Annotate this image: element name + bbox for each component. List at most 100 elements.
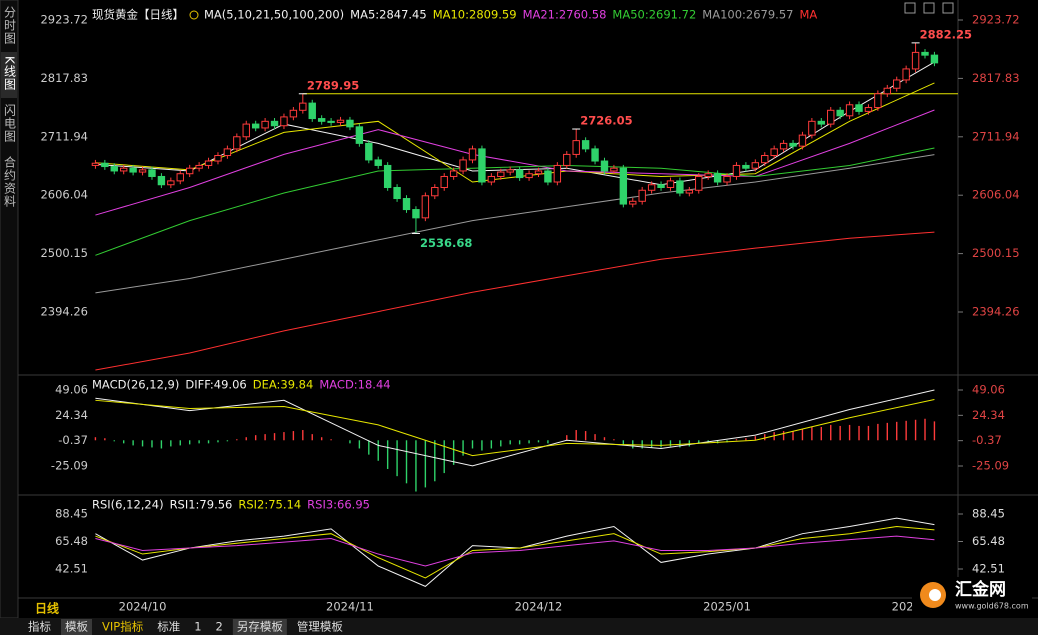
candle-body (827, 109, 835, 125)
candle-body (412, 209, 420, 219)
candle-body (157, 175, 166, 186)
panel: 49.06 49.06 24.34 24.34 -0.37 -0.37 -25.09 -25.… (51, 378, 1009, 492)
candle-body (563, 153, 571, 166)
candle-body (836, 109, 844, 117)
y-tick-label: 2606.04 (972, 188, 1020, 202)
candle-body (101, 162, 109, 168)
legend-entry: RSI1:79.56 (170, 498, 233, 512)
annotation-label: 2789.95 (307, 78, 359, 92)
plot: 2923.72 2923.72 2817.83 2817.83 2711.94 2711.… (40, 8, 1019, 614)
legend-entry: MA (799, 8, 817, 22)
candle-body (581, 140, 590, 150)
logo-url: www.gold678.com (955, 602, 1029, 611)
candle-body (468, 148, 477, 161)
y-tick-label: 49.06 (55, 383, 88, 397)
footer-tab[interactable]: 2 (216, 620, 223, 634)
legend-entry: MA50:2691.72 (612, 8, 696, 22)
candle-body (695, 175, 703, 191)
candle-body (911, 51, 920, 70)
y-tick-label: 49.06 (972, 383, 1005, 397)
candle-body (515, 169, 524, 179)
candle-body (723, 175, 731, 183)
candle-body (798, 134, 807, 147)
y-tick-label: 2711.94 (972, 129, 1020, 143)
candle-body (402, 198, 411, 211)
candle-body (393, 187, 401, 200)
y-tick-label: 2923.72 (972, 13, 1020, 27)
legend-entry: MA10:2809.59 (433, 8, 517, 22)
y-tick-label: 2394.26 (972, 305, 1020, 319)
footer-tab[interactable]: 另存模板 (237, 620, 283, 634)
logo: 汇金网 www.gold678.com (912, 577, 1032, 613)
sidebar-tab[interactable]: K线图 (3, 56, 17, 91)
candle-body (421, 195, 430, 219)
annotation-label: 2726.05 (580, 114, 632, 128)
candle-body (431, 187, 439, 197)
candle-body (383, 164, 392, 189)
series-line (95, 154, 935, 294)
candle-body (789, 142, 797, 147)
series-line (95, 109, 935, 216)
panel: 88.45 88.45 65.48 65.48 42.51 42.51 RSI(6,12,2… (55, 498, 1005, 587)
candle-body (280, 116, 288, 127)
x-tick-label: 2024/10 (119, 600, 167, 614)
y-tick-label: 42.51 (55, 562, 88, 576)
footer-tab[interactable]: VIP指标 (102, 620, 143, 634)
candle-body (355, 126, 364, 144)
toolbar-icon[interactable] (904, 2, 916, 14)
footer-bar (0, 618, 1038, 635)
candle-body (534, 170, 543, 175)
sidebar-tab[interactable]: 闪电图 (3, 104, 17, 143)
y-tick-label: 65.48 (972, 534, 1005, 548)
candle-body (119, 167, 128, 172)
candle-body (270, 120, 279, 127)
y-tick-label: 88.45 (55, 506, 88, 520)
candle-body (647, 184, 656, 191)
footer-tab[interactable]: 1 (194, 620, 201, 634)
y-tick-label: 2606.04 (40, 188, 88, 202)
footer-tab[interactable]: 指标 (28, 620, 51, 634)
legend-entry: RSI3:66.95 (307, 498, 370, 512)
sidebar-tab[interactable]: 分时图 (3, 6, 17, 45)
series-line (95, 526, 935, 579)
legend-entry: MACD:18.44 (319, 378, 390, 392)
period-label: 日线 (35, 601, 59, 616)
y-tick-label: -25.09 (972, 458, 1009, 472)
candle-body (449, 170, 458, 177)
footer-tab[interactable]: 标准 (157, 620, 180, 634)
sidebar-active (1, 52, 17, 98)
candle-body (751, 162, 760, 169)
candle-body (148, 169, 156, 177)
candle-body (930, 54, 939, 64)
tab-bg (232, 619, 287, 635)
candle-body (864, 107, 873, 112)
logo-icon (929, 589, 941, 601)
legend-entry: DEA:39.84 (253, 378, 314, 392)
candle-body (817, 120, 826, 125)
candle-body (195, 164, 203, 169)
footer-tab[interactable]: 管理模板 (297, 620, 343, 634)
series-line (95, 231, 935, 371)
settings-icon[interactable] (189, 10, 199, 20)
candle-body (251, 123, 260, 129)
toolbar-icon[interactable] (942, 2, 954, 14)
footer-tab[interactable]: 模板 (65, 620, 88, 634)
candle-body (742, 164, 750, 169)
candle-body (553, 164, 562, 183)
candle-body (299, 102, 307, 111)
candle-body (487, 175, 496, 183)
footer-tabs: 指标 模板 VIP指标 标准 1 2 另存模板 管理模板 (28, 619, 343, 635)
sidebar-tab[interactable]: 合约资料 (3, 155, 17, 208)
candle-body (185, 167, 194, 175)
candle-body (346, 119, 354, 128)
candle-body (893, 79, 901, 89)
candle-body (317, 118, 326, 122)
candle-body (129, 167, 137, 173)
candle-body (874, 93, 882, 109)
candle-body (214, 155, 222, 162)
candle-body (440, 175, 448, 189)
legend-entry: RSI2:75.14 (238, 498, 301, 512)
toolbar-icon[interactable] (923, 2, 935, 14)
candle-body (704, 173, 712, 177)
